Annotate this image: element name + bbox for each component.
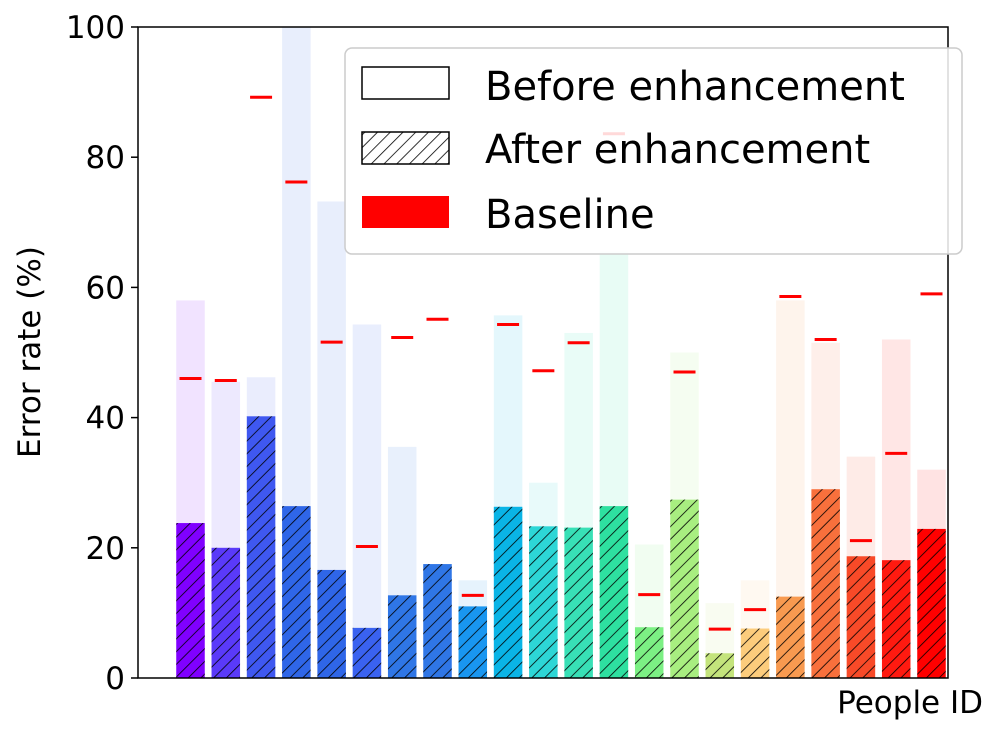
bar-after-hatch-7 (387, 595, 417, 678)
bar-before-6 (352, 324, 382, 678)
bar-after-hatch-12 (564, 527, 593, 678)
y-tick-label: 0 (105, 661, 125, 697)
legend-swatch-baseline (362, 196, 449, 228)
y-tick-label: 100 (66, 10, 125, 46)
bar-after-hatch-17 (740, 628, 770, 678)
legend: Before enhancement After enhancement Bas… (344, 47, 963, 255)
legend-swatch-before (361, 66, 450, 100)
after-enhancement-bars (176, 416, 946, 678)
legend-swatch-after (361, 131, 450, 165)
y-axis-label: Error rate (%) (12, 246, 48, 458)
bar-after-hatch-3 (246, 416, 276, 678)
bar-after-hatch-8 (423, 564, 452, 678)
bar-after-hatch-5 (317, 569, 346, 678)
bar-after-hatch-10 (493, 506, 523, 678)
y-tick-label: 20 (86, 531, 125, 567)
bar-after-hatch-2 (211, 547, 241, 678)
bar-after-hatch-1 (176, 523, 205, 678)
bar-after-hatch-20 (846, 556, 876, 678)
bar-after-hatch-6 (352, 627, 382, 678)
legend-label-before: Before enhancement (485, 64, 905, 110)
y-axis-ticks: 0 20 40 60 80 100 (66, 10, 138, 697)
bar-after-hatch-19 (811, 489, 840, 678)
x-axis-label: People ID (837, 685, 983, 721)
bar-after-hatch-22 (917, 528, 946, 678)
y-tick-label: 80 (86, 140, 125, 176)
bar-after-hatch-14 (634, 627, 664, 678)
legend-label-baseline: Baseline (485, 192, 655, 238)
bar-after-hatch-11 (529, 526, 558, 678)
bar-after-hatch-15 (670, 499, 699, 678)
bar-after-hatch-9 (458, 606, 488, 678)
bar-after-hatch-21 (881, 560, 911, 678)
baseline-marks (179, 95, 943, 631)
legend-frame (344, 47, 963, 255)
plot-frame (137, 26, 949, 679)
bar-after-hatch-13 (599, 506, 629, 678)
legend-label-after: After enhancement (485, 127, 870, 173)
bar-after-hatch-18 (776, 596, 805, 678)
bar-after-hatch-4 (282, 506, 311, 678)
y-tick-label: 60 (86, 270, 125, 306)
bar-after-hatch-16 (705, 653, 735, 678)
y-tick-label: 40 (86, 401, 125, 437)
